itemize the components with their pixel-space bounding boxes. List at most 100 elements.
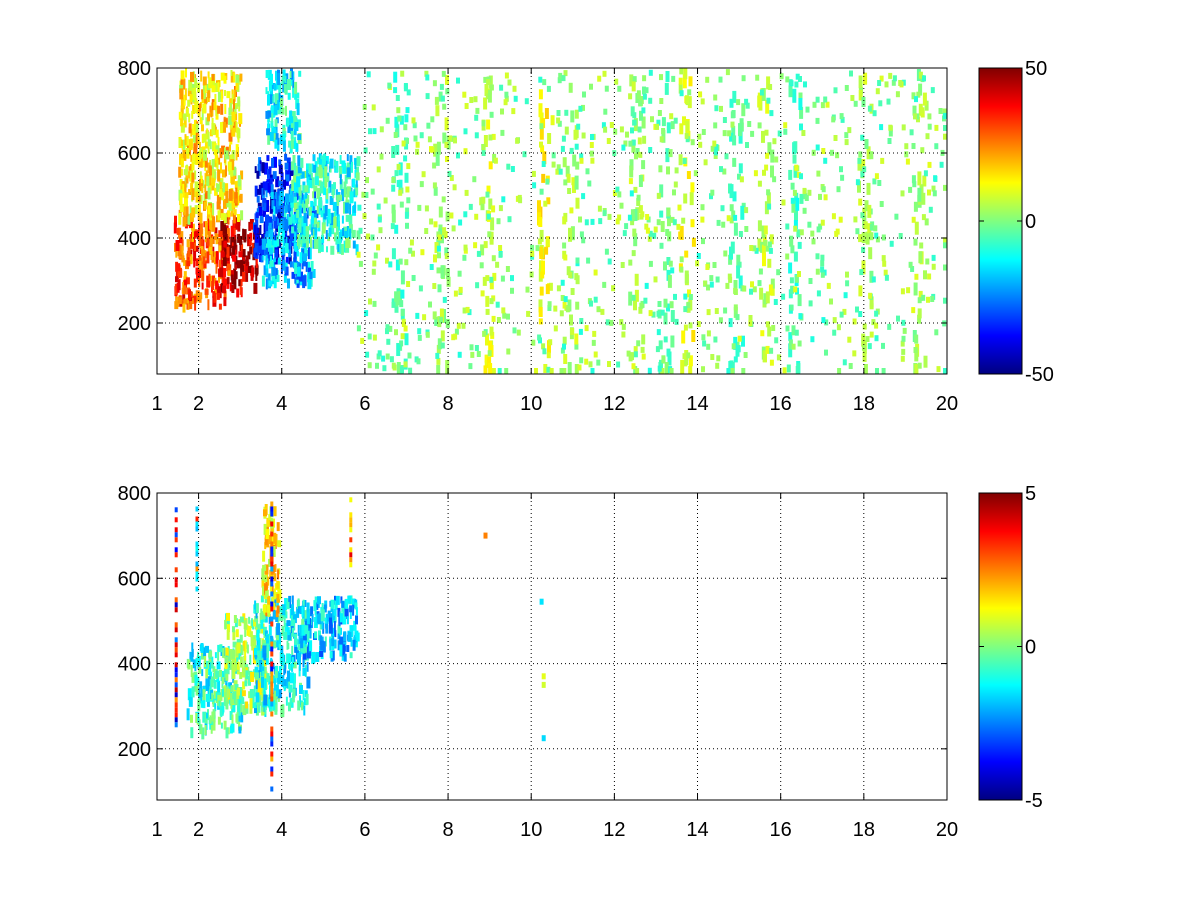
heatmap-cell [871,319,876,326]
heatmap-cell [788,79,793,86]
heatmap-cell [325,622,329,634]
heatmap-cell [223,198,227,209]
heatmap-cell [177,279,181,291]
heatmap-cell [226,629,230,640]
heatmap-cell [337,237,341,248]
heatmap-cell [276,637,279,648]
heatmap-cell [240,712,244,723]
heatmap-cell [660,221,665,232]
heatmap-cell [622,230,627,237]
heatmap-cell [232,245,236,255]
heatmap-cell [473,242,478,249]
heatmap-cell [732,157,737,167]
heatmap-cell [917,171,922,186]
heatmap-cell [248,675,251,686]
heatmap-cell [302,599,305,610]
heatmap-cell [233,105,237,114]
heatmap-cell [684,270,689,284]
heatmap-cell [179,237,183,244]
heatmap-cell [769,110,774,117]
heatmap-cell [582,91,586,98]
heatmap-cell [273,573,277,582]
heatmap-cell [278,82,282,93]
heatmap-cell [205,645,209,653]
heatmap-cell [807,189,812,196]
heatmap-cell [254,600,257,610]
heatmap-cell [569,147,574,154]
heatmap-cell [683,68,688,80]
heatmap-cell [225,668,230,675]
heatmap-cell [807,221,812,228]
heatmap-cell [503,99,508,106]
heatmap-cell [483,532,488,539]
heatmap-cell [191,230,194,243]
heatmap-cell [246,624,249,636]
heatmap-cell [815,117,820,124]
heatmap-cell [738,123,742,137]
heatmap-cell [560,295,565,301]
heatmap-cell [270,641,274,647]
heatmap-cell [210,251,214,260]
heatmap-cell [394,116,399,128]
heatmap-cell [630,127,634,134]
heatmap-cell [282,234,287,242]
heatmap-cell [296,176,301,188]
heatmap-cell [317,180,322,187]
heatmap-cell [385,117,390,124]
heatmap-cell [256,170,260,179]
heatmap-cell [242,705,247,716]
heatmap-cell [716,219,721,226]
heatmap-cell [853,216,858,223]
heatmap-cell [815,268,820,275]
heatmap-cell [228,161,232,171]
heatmap-cell [368,298,372,305]
heatmap-cell [174,682,178,688]
heatmap-cell [245,270,249,282]
heatmap-cell [233,268,237,277]
heatmap-cell [575,197,580,209]
heatmap-cell [187,659,191,670]
heatmap-cell [388,325,393,332]
heatmap-cell [826,282,831,289]
heatmap-cell [265,254,268,265]
heatmap-cell [887,138,892,144]
heatmap-cell [274,119,278,129]
heatmap-cell [487,231,492,238]
heatmap-cell [188,79,193,91]
heatmap-cell [394,224,399,234]
heatmap-cell [208,650,213,658]
heatmap-cell [678,231,683,240]
heatmap-cell [222,121,226,133]
heatmap-cell [281,218,285,229]
heatmap-cell [223,118,228,125]
heatmap-cell [417,328,422,335]
heatmap-cell [207,71,210,79]
heatmap-cell [634,289,639,302]
heatmap-cell [403,325,408,332]
heatmap-cell [223,224,227,234]
heatmap-cell [316,205,319,214]
heatmap-cell [868,247,873,260]
heatmap-cell [278,180,282,187]
heatmap-cell [767,241,772,248]
heatmap-cell [178,267,182,278]
heatmap-cell [286,627,290,636]
heatmap-cell [400,289,405,299]
heatmap-cell [358,227,363,234]
heatmap-cell [174,702,178,708]
heatmap-cell [230,274,234,281]
heatmap-cell [219,259,221,270]
heatmap-cell [923,270,927,280]
heatmap-cell [204,97,208,105]
heatmap-cell [563,70,568,77]
heatmap-cell [198,222,201,233]
heatmap-cell [563,296,568,303]
heatmap-cell [309,271,313,280]
heatmap-cell [761,225,766,239]
heatmap-cell [632,112,637,119]
heatmap-cell [224,90,226,96]
heatmap-cell [296,119,301,128]
heatmap-cell [308,163,312,175]
heatmap-cell [763,240,768,246]
heatmap-cell [254,652,257,660]
